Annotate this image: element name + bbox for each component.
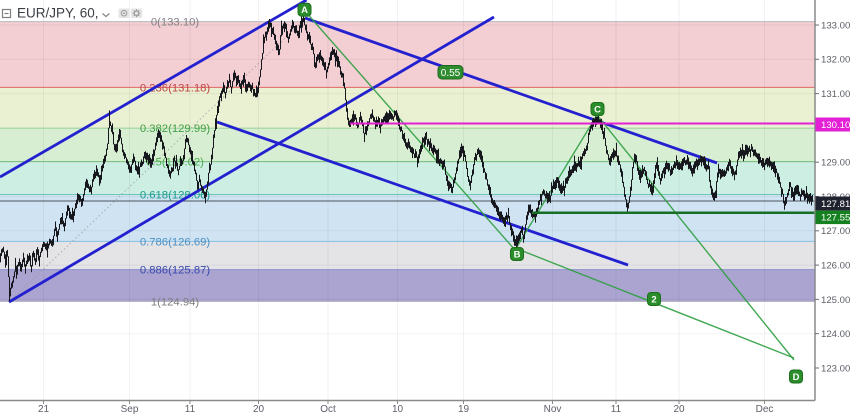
svg-text:B: B bbox=[514, 249, 521, 260]
svg-text:Dec: Dec bbox=[756, 404, 774, 415]
svg-text:A: A bbox=[301, 5, 308, 16]
svg-text:11: 11 bbox=[611, 404, 622, 415]
svg-text:127.81: 127.81 bbox=[821, 199, 850, 210]
svg-text:125.00: 125.00 bbox=[821, 295, 850, 306]
svg-text:127.00: 127.00 bbox=[821, 226, 850, 237]
svg-text:0.382(129.99): 0.382(129.99) bbox=[140, 123, 211, 135]
svg-text:C: C bbox=[594, 104, 601, 115]
svg-text:0(133.10): 0(133.10) bbox=[151, 17, 200, 29]
svg-text:132.00: 132.00 bbox=[821, 55, 850, 66]
svg-text:11: 11 bbox=[185, 404, 196, 415]
svg-text:0.236(131.18): 0.236(131.18) bbox=[140, 82, 211, 94]
svg-text:133.00: 133.00 bbox=[821, 20, 850, 31]
svg-text:20: 20 bbox=[673, 404, 685, 415]
svg-text:21: 21 bbox=[38, 404, 50, 415]
svg-text:Nov: Nov bbox=[544, 404, 562, 415]
svg-text:1(124.94): 1(124.94) bbox=[151, 296, 200, 308]
svg-text:124.00: 124.00 bbox=[821, 329, 850, 340]
svg-text:EUR/JPY, 60,: EUR/JPY, 60, bbox=[17, 6, 99, 21]
svg-text:0.786(126.69): 0.786(126.69) bbox=[140, 236, 211, 248]
svg-text:2: 2 bbox=[651, 294, 656, 305]
svg-text:126.00: 126.00 bbox=[821, 261, 850, 272]
svg-text:131.00: 131.00 bbox=[821, 89, 850, 100]
svg-text:Sep: Sep bbox=[121, 404, 139, 415]
svg-text:D: D bbox=[793, 372, 800, 383]
svg-text:129.00: 129.00 bbox=[821, 158, 850, 169]
svg-text:0.886(125.87): 0.886(125.87) bbox=[140, 265, 211, 277]
svg-text:19: 19 bbox=[458, 404, 470, 415]
svg-text:20: 20 bbox=[253, 404, 265, 415]
svg-text:123.00: 123.00 bbox=[821, 363, 850, 374]
svg-text:0.55: 0.55 bbox=[441, 68, 461, 79]
svg-text:130.10: 130.10 bbox=[821, 120, 850, 131]
svg-text:Oct: Oct bbox=[320, 404, 336, 415]
svg-text:127.55: 127.55 bbox=[821, 213, 850, 224]
svg-text:10: 10 bbox=[392, 404, 404, 415]
